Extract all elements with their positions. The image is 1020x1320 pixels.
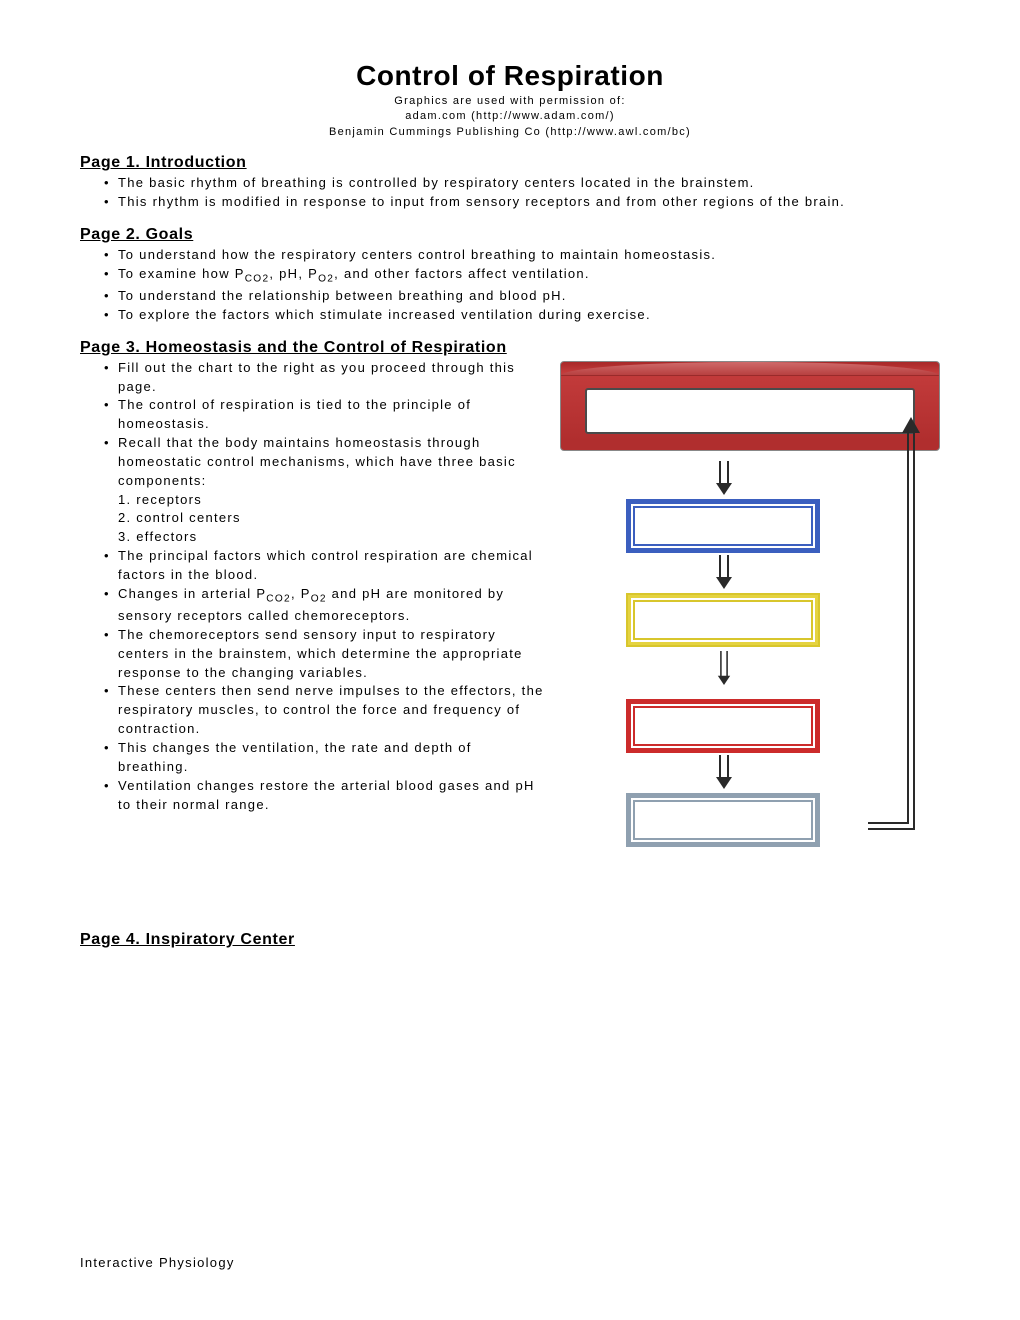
list-item: To examine how PCO2, pH, PO2, and other …: [118, 265, 940, 287]
page3-text-column: Fill out the chart to the right as you p…: [80, 359, 548, 815]
list-item: Recall that the body maintains homeostas…: [118, 434, 548, 491]
page1-bullets: The basic rhythm of breathing is control…: [118, 174, 940, 212]
subtitle-line-1: Graphics are used with permission of:: [80, 94, 940, 109]
flowchart-box-control-center: [628, 595, 818, 645]
page-title: Control of Respiration: [80, 60, 940, 92]
list-item: To understand how the respiratory center…: [118, 246, 940, 265]
list-item: These centers then send nerve impulses t…: [118, 682, 548, 739]
list-item: The control of respiration is tied to th…: [118, 396, 548, 434]
list-item: 3. effectors: [118, 528, 548, 547]
list-item: This rhythm is modified in response to i…: [118, 193, 940, 212]
heading-page2: Page 2. Goals: [80, 226, 940, 244]
list-item: To explore the factors which stimulate i…: [118, 306, 940, 325]
flowchart-box-response: [628, 795, 818, 845]
blood-inner-box: [585, 388, 915, 434]
subtitle-line-2: adam.com (http://www.adam.com/): [80, 109, 940, 124]
page2-bullets: To understand how the respiratory center…: [118, 246, 940, 325]
heading-page4: Page 4. Inspiratory Center: [80, 931, 940, 949]
flowchart-box-effector: [628, 701, 818, 751]
footer-text: Interactive Physiology: [80, 1255, 235, 1270]
flowchart-box-receptor: [628, 501, 818, 551]
list-item: The basic rhythm of breathing is control…: [118, 174, 940, 193]
arrow-down-icon: [716, 461, 732, 495]
arrow-down-icon: [716, 555, 732, 589]
arrow-down-icon: [716, 755, 732, 789]
subtitle-line-3: Benjamin Cummings Publishing Co (http://…: [80, 125, 940, 140]
list-item: This changes the ventilation, the rate a…: [118, 739, 548, 777]
arrow-down-icon: [716, 651, 732, 685]
feedback-arrow-up-icon: [868, 411, 928, 851]
homeostasis-flowchart: [560, 361, 940, 901]
list-item: To understand the relationship between b…: [118, 287, 940, 306]
heading-page3: Page 3. Homeostasis and the Control of R…: [80, 339, 940, 357]
list-item: 1. receptors: [118, 491, 548, 510]
list-item: Fill out the chart to the right as you p…: [118, 359, 548, 397]
list-item: Ventilation changes restore the arterial…: [118, 777, 548, 815]
list-item: The principal factors which control resp…: [118, 547, 548, 585]
heading-page1: Page 1. Introduction: [80, 154, 940, 172]
list-item: Changes in arterial PCO2, PO2 and pH are…: [118, 585, 548, 626]
list-item: The chemoreceptors send sensory input to…: [118, 626, 548, 683]
list-item: 2. control centers: [118, 509, 548, 528]
